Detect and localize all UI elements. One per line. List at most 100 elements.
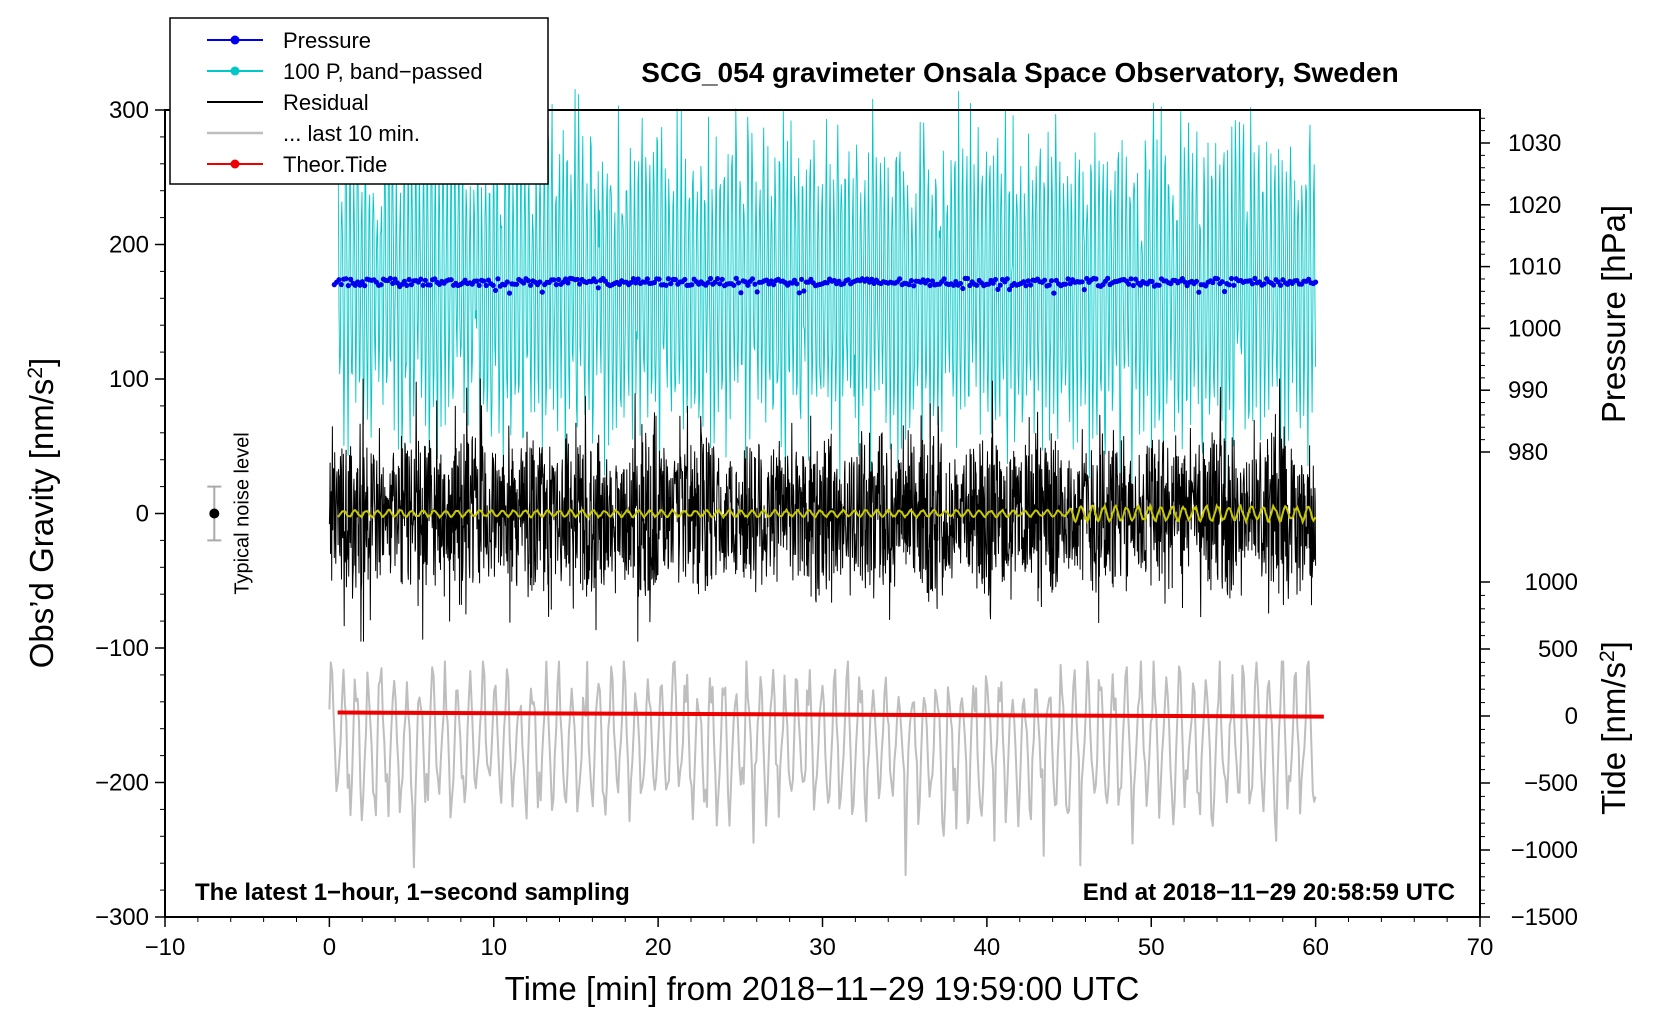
pressure-point [1231,282,1237,288]
pressure-point [1128,276,1134,282]
pressure-point [1079,279,1085,285]
pressure-point [714,276,721,282]
pressure-point [418,276,424,282]
pressure-tick-label: 1000 [1508,315,1561,342]
legend: Pressure 100 P, band−passed Residual ... la… [169,17,549,185]
pressure-point [929,278,936,284]
pressure-point [1278,282,1284,288]
pressure-point [359,279,365,285]
pressure-point [577,281,583,287]
pressure-point [336,277,342,283]
pressure-point [1004,276,1010,282]
pressure-point [448,277,454,283]
pressure-point [633,280,639,286]
pressure-point [1313,279,1319,285]
pressure-point [492,287,499,293]
tide-tick-label: −1500 [1511,904,1578,931]
pressure-tick-label: 1010 [1508,254,1561,281]
x-tick-label: −10 [145,934,186,961]
pressure-point [897,276,903,282]
pressure-tick-label: 980 [1508,439,1548,466]
x-tick-label: 0 [323,934,336,961]
pressure-point [537,279,543,285]
x-tick-label: 50 [1138,934,1165,961]
series-bandpassed-pressure [337,88,1317,493]
annotation-left: The latest 1−hour, 1−second sampling [195,879,630,906]
pressure-point [927,282,933,289]
pressure-point [556,276,562,283]
pressure-point [506,290,513,296]
legend-label: Theor.Tide [283,152,387,177]
legend-label: Residual [283,90,369,115]
pressure-point [1249,281,1256,287]
annotation-right: End at 2018−11−29 20:58:59 UTC [1083,879,1455,906]
tide-axis-label-main: Tide [nm/s [1595,662,1632,815]
pressure-point [1193,278,1200,284]
pressure-point [348,276,354,282]
pressure-point [1025,278,1031,284]
pressure-point [997,282,1003,288]
x-tick-label: 20 [645,934,672,961]
pressure-point [752,281,758,287]
pressure-point [941,276,947,282]
pressure-point [1130,282,1136,289]
pressure-point [1228,275,1235,282]
tide-tick-label: −1000 [1511,837,1578,864]
pressure-point [427,282,433,288]
tide-tick-label: −500 [1524,770,1578,797]
legend-marker [230,159,240,169]
pressure-point [1042,277,1048,283]
pressure-point [1049,278,1055,284]
pressure-point [1219,279,1225,285]
pressure-point [635,276,641,282]
pressure-point [869,276,875,282]
pressure-point [406,276,412,283]
pressure-point [1067,281,1073,287]
pressure-point [628,280,634,286]
pressure-point [1084,275,1090,282]
pressure-point [1252,275,1258,281]
noise-level-indicator: Typical noise level [207,432,253,595]
legend-marker [230,35,240,45]
tide-tick-label: 500 [1538,636,1578,663]
pressure-point [911,283,917,289]
pressure-point [525,278,531,284]
x-axis-label: Time [min] from 2018−11−29 19:59:00 UTC [505,970,1140,1007]
pressure-point [1081,287,1087,293]
pressure-point [964,275,971,282]
legend-label: Pressure [283,28,371,53]
pressure-point [1021,279,1027,285]
pressure-point [656,276,662,282]
pressure-point [483,282,489,289]
pressure-point [974,282,980,288]
pressure-point [1105,275,1111,281]
pressure-point [630,276,637,282]
pressure-point [1063,281,1069,287]
pressure-point [401,278,407,284]
pressure-tick-label: 990 [1508,377,1548,404]
pressure-point [553,282,559,288]
legend-marker [230,66,240,76]
pressure-axis-label: Pressure [hPa] [1595,205,1632,423]
pressure-point [1156,282,1162,288]
pressure-point [387,275,393,281]
pressure-point [749,276,756,282]
pressure-point [717,281,723,287]
pressure-point [422,277,428,283]
y-tick-label: −200 [95,770,149,797]
pressure-point [689,282,695,288]
pressure-tick-label: 1020 [1508,192,1561,219]
pressure-point [595,285,601,291]
pressure-point [705,280,711,286]
series-layer [328,88,1324,877]
pressure-point [1006,286,1013,293]
y-tick-label: 300 [109,97,149,124]
x-tick-label: 70 [1467,934,1494,961]
axes-layer: −10 0 10 20 30 40 50 60 70−300−200−1000100200300… [95,97,1578,961]
y-axis-label-sup: 2 [24,367,47,379]
pressure-point [408,282,414,288]
pressure-point [1126,281,1132,287]
pressure-point [345,283,351,289]
x-tick-label: 30 [809,934,836,961]
